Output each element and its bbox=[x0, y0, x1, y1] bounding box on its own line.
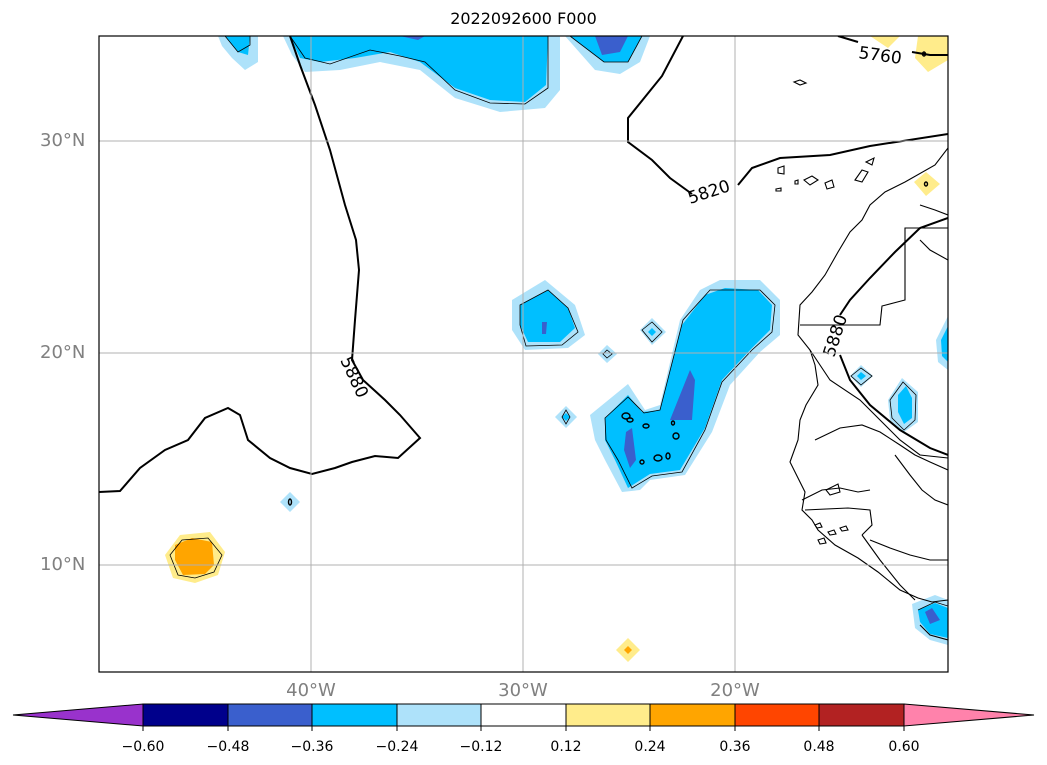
contour-label-5880-east: 5880 bbox=[820, 312, 852, 359]
colorbar-bin-2 bbox=[227, 703, 313, 727]
colorbar-label: −0.12 bbox=[459, 739, 503, 755]
thin-contours bbox=[169, 36, 948, 611]
contour-label-5880-west: 5880 bbox=[335, 354, 371, 402]
lat-label-20n: 20°N bbox=[40, 342, 86, 363]
fill-deep-blue-blob bbox=[542, 322, 547, 334]
colorbar-bin-9 bbox=[818, 703, 905, 727]
lat-label-30n: 30°N bbox=[40, 130, 86, 151]
fill-deep-blue-top bbox=[400, 36, 628, 55]
contour-5760 bbox=[837, 36, 948, 56]
lon-label-40w: 40°W bbox=[286, 680, 336, 701]
colorbar bbox=[12, 703, 1035, 727]
colorbar-label: 0.12 bbox=[550, 739, 582, 755]
lat-label-10n: 10°N bbox=[40, 554, 86, 575]
coastlines bbox=[775, 79, 948, 641]
colorbar-bin-6 bbox=[565, 703, 651, 727]
map-plot-area: 5760 5820 5880 5880 bbox=[99, 36, 948, 672]
contour-label-5820: 5820 bbox=[685, 176, 732, 208]
colorbar-label: 0.24 bbox=[634, 739, 666, 755]
colorbar-label: 0.48 bbox=[803, 739, 835, 755]
contour-labels: 5760 5820 5880 5880 bbox=[335, 43, 902, 401]
colorbar-label: 0.60 bbox=[888, 739, 920, 755]
colorbar-bin-7 bbox=[649, 703, 736, 727]
height-contours bbox=[99, 36, 948, 493]
gridlines bbox=[99, 36, 948, 672]
filled-contours bbox=[165, 36, 948, 662]
fill-diamond-yellow-core bbox=[624, 646, 632, 654]
fill-light-blue-right bbox=[850, 316, 948, 645]
colorbar-bin-8 bbox=[734, 703, 820, 727]
lon-label-20w: 20°W bbox=[710, 680, 760, 701]
colorbar-over bbox=[903, 703, 1035, 727]
fill-yellow-topright bbox=[870, 36, 948, 196]
fill-deep-blue-band bbox=[624, 370, 695, 468]
contour-5880-west bbox=[99, 36, 422, 493]
contour-5820 bbox=[627, 36, 948, 195]
colorbar-ticks bbox=[142, 726, 905, 731]
colorbar-bin-4 bbox=[396, 703, 482, 727]
colorbar-bin-3 bbox=[311, 703, 398, 727]
contour-5880-east bbox=[839, 217, 948, 456]
colorbar-label: 0.36 bbox=[719, 739, 751, 755]
fill-sky-blue-top bbox=[225, 36, 642, 102]
map-frame bbox=[98, 35, 949, 673]
fill-diamond-2 bbox=[598, 345, 617, 363]
contour-label-5760: 5760 bbox=[857, 43, 903, 69]
colorbar-bin-1 bbox=[142, 703, 229, 727]
colorbar-label: −0.60 bbox=[121, 739, 165, 755]
colorbar-label: −0.36 bbox=[290, 739, 334, 755]
map-title: 2022092600 F000 bbox=[450, 9, 597, 28]
colorbar-label: −0.24 bbox=[375, 739, 419, 755]
fill-orange-blob bbox=[175, 538, 214, 575]
fill-diamond-3-core bbox=[562, 413, 570, 421]
colorbar-under bbox=[12, 703, 144, 727]
fill-diamond-4 bbox=[280, 492, 300, 512]
colorbar-label: −0.48 bbox=[206, 739, 250, 755]
lon-label-30w: 30°W bbox=[498, 680, 548, 701]
fill-sky-blue-blob bbox=[520, 290, 575, 342]
fill-sky-blue-right bbox=[857, 326, 948, 638]
fill-deep-blue-right bbox=[925, 608, 940, 624]
fill-diamond-1-core bbox=[648, 328, 656, 336]
colorbar-bin-5 bbox=[480, 703, 567, 727]
